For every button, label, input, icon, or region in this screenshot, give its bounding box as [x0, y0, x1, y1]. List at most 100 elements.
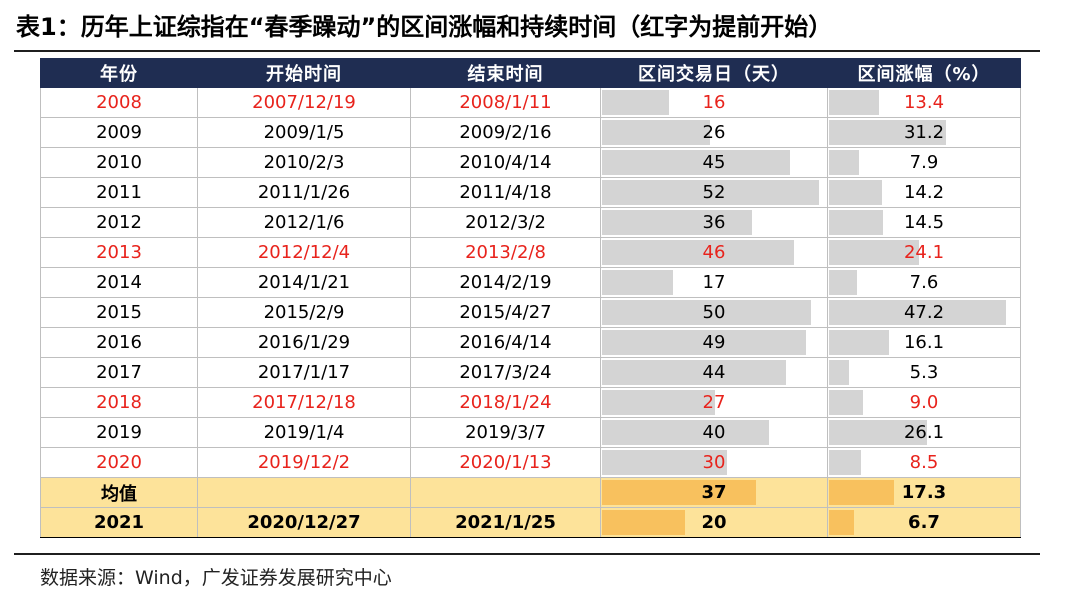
days-cell: 30 [600, 447, 828, 478]
rise-cell-value: 26.1 [903, 422, 945, 443]
days-cell-bar [602, 210, 753, 235]
days-cell-value: 49 [702, 332, 726, 353]
rise-cell: 5.3 [827, 357, 1021, 388]
table-row: 2013 2012/12/4 2013/2/8 46 24.1 [40, 237, 1021, 268]
rise-cell-value: 24.1 [903, 242, 945, 263]
rise-cell-bar [829, 420, 927, 445]
average-label-cell: 均值 [40, 477, 198, 508]
days-cell: 17 [600, 267, 828, 298]
end-date-cell: 2019/3/7 [410, 417, 601, 448]
start-date-cell: 2012/12/4 [197, 237, 411, 268]
days-cell: 40 [600, 417, 828, 448]
days-cell-value: 40 [702, 422, 726, 443]
days-cell: 50 [600, 297, 828, 328]
days-cell-value: 27 [702, 392, 726, 413]
rise-cell: 7.9 [827, 147, 1021, 178]
title-rule [14, 50, 1040, 52]
rise-cell-bar [829, 330, 890, 355]
table-row: 2009 2009/1/5 2009/2/16 26 31.2 [40, 117, 1021, 148]
days-cell-value: 52 [702, 182, 726, 203]
rise-cell-bar [829, 360, 849, 385]
start-date-cell: 2015/2/9 [197, 297, 411, 328]
start-date-cell: 2011/1/26 [197, 177, 411, 208]
year-cell: 2013 [40, 237, 198, 268]
table-row: 2017 2017/1/17 2017/3/24 44 5.3 [40, 357, 1021, 388]
days-cell-bar [602, 450, 728, 475]
header-rise: 区间涨幅（%） [827, 58, 1021, 88]
current-year-row: 2021 2020/12/27 2021/1/25 20 6.7 [40, 507, 1021, 538]
table-row: 2012 2012/1/6 2012/3/2 36 14.5 [40, 207, 1021, 238]
table-row: 2018 2017/12/18 2018/1/24 27 9.0 [40, 387, 1021, 418]
days-cell-value: 36 [702, 212, 726, 233]
days-cell-value: 50 [702, 302, 726, 323]
start-date-cell: 2019/1/4 [197, 417, 411, 448]
year-cell: 2010 [40, 147, 198, 178]
header-days: 区间交易日（天） [600, 58, 828, 88]
year-cell: 2019 [40, 417, 198, 448]
table-row: 2011 2011/1/26 2011/4/18 52 14.2 [40, 177, 1021, 208]
end-date-cell: 2014/2/19 [410, 267, 601, 298]
average-row: 均值 37 17.3 [40, 477, 1021, 508]
days-cell-bar [602, 510, 686, 535]
rise-cell-value: 14.5 [903, 212, 945, 233]
rise-cell-bar [829, 300, 1006, 325]
rise-cell-bar [829, 210, 884, 235]
end-date-cell: 2016/4/14 [410, 327, 601, 358]
year-cell: 2018 [40, 387, 198, 418]
year-cell: 2017 [40, 357, 198, 388]
start-date-cell: 2012/1/6 [197, 207, 411, 238]
table-title: 表1：历年上证综指在“春季躁动”的区间涨幅和持续时间（红字为提前开始） [16, 13, 833, 41]
year-cell: 2011 [40, 177, 198, 208]
days-cell-bar [602, 180, 819, 205]
rise-cell-value: 47.2 [903, 302, 945, 323]
days-cell-value: 17 [702, 272, 726, 293]
rise-cell-bar [829, 180, 883, 205]
end-date-cell: 2008/1/11 [410, 87, 601, 118]
days-cell: 52 [600, 177, 828, 208]
rise-cell-value: 6.7 [908, 512, 940, 533]
table-row: 2020 2019/12/2 2020/1/13 30 8.5 [40, 447, 1021, 478]
days-cell-value: 46 [702, 242, 726, 263]
days-cell-value: 30 [702, 452, 726, 473]
year-cell: 2021 [40, 507, 198, 538]
year-cell: 2009 [40, 117, 198, 148]
rise-cell: 16.1 [827, 327, 1021, 358]
end-date-cell: 2010/4/14 [410, 147, 601, 178]
rise-cell-bar [829, 120, 946, 145]
days-cell: 26 [600, 117, 828, 148]
days-cell-value: 20 [701, 512, 727, 533]
spring-rally-table: 年份 开始时间 结束时间 区间交易日（天） 区间涨幅（%） 2008 2007/1… [40, 58, 1021, 538]
end-date-cell: 2021/1/25 [410, 507, 601, 538]
days-cell-bar [602, 420, 769, 445]
end-date-cell: 2017/3/24 [410, 357, 601, 388]
rise-cell-bar [829, 240, 920, 265]
rise-cell-bar [829, 150, 859, 175]
rise-cell-value: 5.3 [909, 362, 939, 383]
days-cell-bar [602, 120, 711, 145]
start-date-cell: 2017/1/17 [197, 357, 411, 388]
days-cell-bar [602, 270, 673, 295]
rise-cell-bar [829, 510, 855, 535]
table-row: 2019 2019/1/4 2019/3/7 40 26.1 [40, 417, 1021, 448]
start-date-cell: 2017/12/18 [197, 387, 411, 418]
empty-cell [197, 477, 411, 508]
days-cell-bar [602, 90, 669, 115]
rise-cell-value: 31.2 [903, 122, 945, 143]
days-cell: 36 [600, 207, 828, 238]
start-date-cell: 2014/1/21 [197, 267, 411, 298]
days-cell: 16 [600, 87, 828, 118]
year-cell: 2015 [40, 297, 198, 328]
days-cell: 20 [600, 507, 828, 538]
rise-cell-bar [829, 270, 858, 295]
table-row: 2016 2016/1/29 2016/4/14 49 16.1 [40, 327, 1021, 358]
days-cell-bar [602, 300, 811, 325]
average-days-cell-bar [602, 480, 757, 505]
days-cell-value: 16 [702, 92, 726, 113]
empty-cell [410, 477, 601, 508]
year-cell: 2014 [40, 267, 198, 298]
start-date-cell: 2016/1/29 [197, 327, 411, 358]
start-date-cell: 2020/12/27 [197, 507, 411, 538]
year-cell: 2012 [40, 207, 198, 238]
rise-cell: 13.4 [827, 87, 1021, 118]
end-date-cell: 2015/4/27 [410, 297, 601, 328]
